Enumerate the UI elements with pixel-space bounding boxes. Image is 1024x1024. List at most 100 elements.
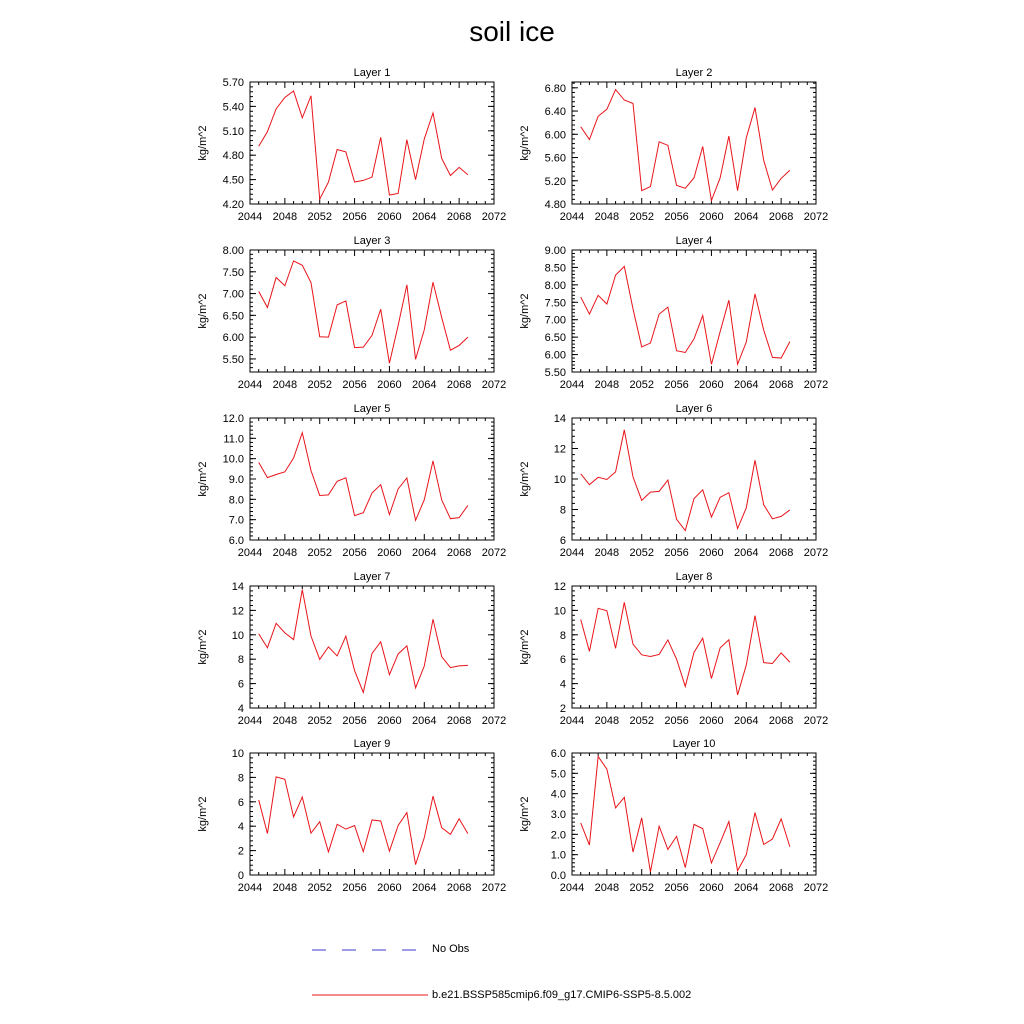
x-tick-label: 2068 — [769, 715, 793, 727]
y-tick-label: 14 — [232, 581, 244, 593]
y-axis-label: kg/m^2 — [519, 629, 531, 664]
x-tick-label: 2068 — [447, 715, 471, 727]
panel-layer-6: Layer 6 kg/m^2 2044 2048 2052 2056 2060 2064 206… — [519, 403, 828, 559]
panel-layer-8: Layer 8 kg/m^2 2044 2048 2052 2056 2060 2064 206… — [519, 571, 828, 727]
y-tick-label: 6 — [238, 797, 244, 809]
x-tick-label: 2044 — [238, 715, 262, 727]
series-line — [580, 265, 791, 367]
x-tick-label: 2052 — [629, 379, 653, 391]
x-tick-label: 2060 — [699, 379, 723, 391]
x-tick-label: 2052 — [307, 882, 331, 894]
panel-title: Layer 5 — [354, 403, 391, 415]
legend-model-line — [312, 994, 428, 996]
panel-title: Layer 10 — [673, 738, 716, 750]
x-tick-label: 2052 — [307, 379, 331, 391]
y-tick-label: 4.0 — [551, 789, 566, 801]
x-tick-label: 2044 — [560, 379, 584, 391]
y-tick-label: 3.0 — [551, 809, 566, 821]
x-tick-label: 2048 — [273, 211, 297, 223]
series-line — [258, 776, 469, 865]
y-tick-label: 8 — [238, 654, 244, 666]
plot-frame — [249, 249, 495, 373]
y-tick-label: 7.00 — [545, 315, 566, 327]
legend-obs-label: No Obs — [432, 943, 470, 955]
x-tick-label: 2068 — [447, 547, 471, 559]
x-tick-label: 2068 — [769, 379, 793, 391]
x-tick-label: 2052 — [307, 715, 331, 727]
y-tick-label: 10 — [554, 474, 566, 486]
x-tick-label: 2072 — [804, 379, 828, 391]
y-tick-label: 5.20 — [545, 176, 566, 188]
panel-layer-7: Layer 7 kg/m^2 2044 2048 2052 2056 2060 2064 206… — [197, 571, 506, 727]
x-tick-label: 2052 — [307, 547, 331, 559]
y-tick-label: 0.0 — [551, 870, 566, 882]
y-tick-label: 4.20 — [223, 199, 244, 211]
panel-title: Layer 1 — [354, 67, 391, 79]
x-tick-label: 2052 — [307, 211, 331, 223]
x-tick-label: 2048 — [273, 882, 297, 894]
y-tick-label: 8.50 — [545, 262, 566, 274]
y-tick-label: 10 — [232, 630, 244, 642]
y-tick-label: 5.50 — [545, 367, 566, 379]
y-tick-label: 4 — [238, 703, 244, 715]
y-tick-label: 4 — [560, 679, 566, 691]
series-line — [580, 602, 791, 696]
x-tick-label: 2064 — [734, 715, 758, 727]
x-tick-label: 2060 — [377, 211, 401, 223]
y-axis-label: kg/m^2 — [197, 461, 209, 496]
x-tick-label: 2048 — [595, 882, 619, 894]
series-line — [258, 260, 469, 364]
y-tick-label: 4.50 — [223, 175, 244, 187]
y-tick-label: 14 — [554, 413, 566, 425]
x-tick-label: 2044 — [238, 547, 262, 559]
y-tick-label: 12.0 — [223, 413, 244, 425]
x-tick-label: 2072 — [482, 547, 506, 559]
x-tick-label: 2072 — [804, 547, 828, 559]
x-tick-label: 2068 — [447, 379, 471, 391]
y-axis-label: kg/m^2 — [197, 629, 209, 664]
y-tick-label: 6 — [560, 654, 566, 666]
y-tick-label: 8.00 — [545, 280, 566, 292]
series-line — [580, 88, 791, 203]
y-tick-label: 6 — [238, 679, 244, 691]
x-tick-label: 2056 — [342, 882, 366, 894]
x-tick-label: 2052 — [629, 211, 653, 223]
panel-layer-1: Layer 1 kg/m^2 2044 2048 2052 2056 2060 2064 206… — [197, 67, 506, 223]
x-tick-label: 2072 — [482, 882, 506, 894]
y-tick-label: 7.0 — [229, 515, 244, 527]
x-tick-label: 2060 — [699, 211, 723, 223]
y-axis-label: kg/m^2 — [519, 461, 531, 496]
y-tick-label: 12 — [554, 444, 566, 456]
y-tick-label: 8.00 — [223, 245, 244, 257]
y-tick-label: 9.0 — [229, 474, 244, 486]
y-tick-label: 2.0 — [551, 829, 566, 841]
y-tick-label: 10 — [232, 748, 244, 760]
x-tick-label: 2052 — [629, 547, 653, 559]
y-tick-label: 9.00 — [545, 245, 566, 257]
x-tick-label: 2056 — [342, 715, 366, 727]
y-tick-label: 5.70 — [223, 77, 244, 89]
legend-obs-line — [312, 949, 420, 951]
x-tick-label: 2052 — [629, 715, 653, 727]
y-tick-label: 11.0 — [223, 433, 244, 445]
plot-frame — [571, 81, 817, 205]
series-line — [580, 429, 791, 532]
y-tick-label: 6.0 — [229, 535, 244, 547]
series-line — [258, 90, 469, 201]
y-tick-label: 8.0 — [229, 494, 244, 506]
x-tick-label: 2044 — [238, 211, 262, 223]
plot-frame — [249, 81, 495, 205]
x-tick-label: 2064 — [412, 715, 436, 727]
y-tick-label: 6.80 — [545, 83, 566, 95]
panel-title: Layer 6 — [676, 403, 713, 415]
y-tick-label: 5.0 — [551, 768, 566, 780]
panel-title: Layer 8 — [676, 571, 713, 583]
x-tick-label: 2064 — [734, 211, 758, 223]
x-tick-label: 2072 — [482, 379, 506, 391]
x-tick-label: 2044 — [238, 882, 262, 894]
x-tick-label: 2064 — [734, 379, 758, 391]
y-axis-label: kg/m^2 — [197, 796, 209, 831]
y-tick-label: 6 — [560, 535, 566, 547]
x-tick-label: 2044 — [560, 211, 584, 223]
